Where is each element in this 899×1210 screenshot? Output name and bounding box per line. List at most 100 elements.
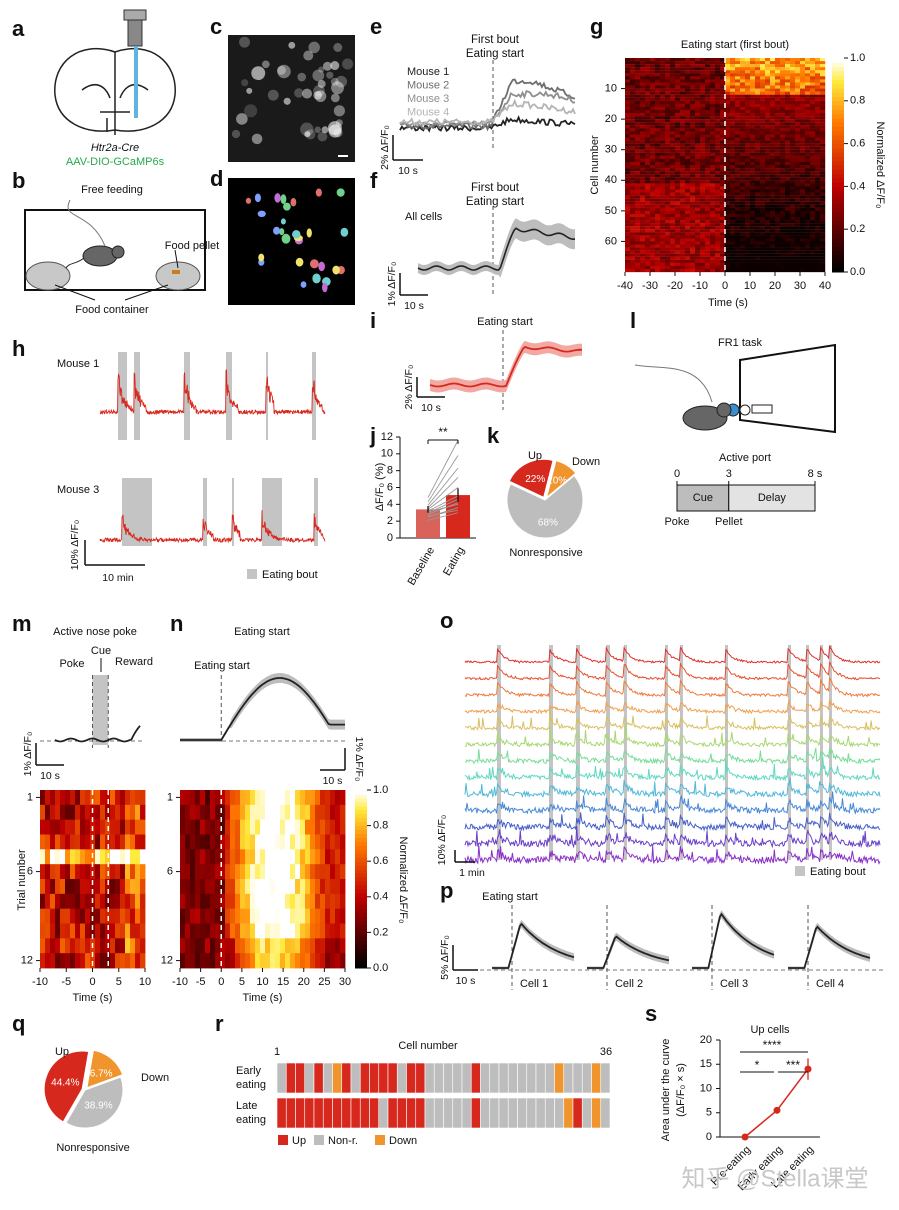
heatmap-cell	[745, 229, 751, 233]
heatmap-cell	[330, 834, 336, 850]
panel-letter: e	[370, 14, 382, 39]
heatmap-cell	[750, 91, 756, 95]
heatmap-cell	[730, 155, 736, 160]
heatmap-cell	[800, 262, 806, 267]
heatmap-cell	[45, 790, 51, 806]
heatmap-cell	[730, 268, 736, 273]
heatmap-cell	[225, 819, 231, 835]
heatmap-cell	[200, 864, 206, 880]
heatmap-cell	[705, 247, 711, 251]
heatmap-cell	[55, 938, 61, 954]
heatmap-cell	[95, 923, 101, 939]
heatmap-cell	[660, 122, 666, 126]
legend-label: Mouse 4	[407, 106, 449, 118]
heatmap-cell	[705, 88, 711, 92]
heatmap-cell	[770, 232, 776, 236]
heatmap-cell	[90, 953, 96, 969]
heatmap-cell	[320, 923, 326, 939]
label: Eating start	[234, 626, 290, 638]
heatmap-cell	[120, 938, 126, 954]
heatmap-cell	[745, 165, 751, 169]
heatmap-cell	[785, 58, 791, 62]
heatmap-cell	[685, 171, 691, 175]
heatmap-cell	[745, 177, 751, 181]
heatmap-cell	[255, 790, 261, 806]
heatmap-cell	[625, 226, 631, 230]
heatmap-cell	[140, 893, 146, 910]
heatmap-cell	[685, 106, 691, 111]
heatmap-cell	[700, 238, 706, 242]
heatmap-cell	[720, 128, 726, 132]
heatmap-cell	[715, 64, 721, 68]
heatmap-cell	[790, 146, 796, 150]
heatmap-cell	[780, 244, 786, 248]
heatmap-cell	[750, 244, 756, 248]
heatmap-cell	[805, 198, 811, 202]
heatmap-cell	[665, 165, 671, 169]
colorbar-cell	[832, 220, 844, 226]
heatmap-cell	[660, 119, 666, 123]
label: Reward	[115, 656, 153, 668]
heatmap-cell	[735, 250, 741, 254]
heatmap-cell	[675, 235, 681, 239]
heatmap-cell	[805, 79, 811, 83]
heatmap-cell	[715, 73, 721, 77]
heatmap-cell	[810, 137, 816, 141]
heatmap-cell	[270, 879, 276, 895]
imaged-cell	[277, 64, 291, 79]
heatmap-cell	[140, 804, 146, 821]
heatmap-cell	[665, 140, 671, 144]
heatmap-cell	[675, 155, 681, 160]
heatmap-cell	[775, 131, 781, 135]
heatmap-cell	[295, 864, 301, 880]
heatmap-cell	[710, 213, 716, 218]
heatmap-cell	[735, 244, 741, 248]
heatmap-cell	[775, 109, 781, 114]
label: Time (s)	[73, 992, 113, 1004]
heatmap-cell	[735, 85, 741, 89]
heatmap-cell	[645, 220, 651, 224]
heatmap-cell	[675, 122, 681, 126]
heatmap-cell	[765, 155, 771, 160]
heatmap-cell	[745, 198, 751, 202]
label: Area under the curve	[660, 1039, 672, 1142]
heatmap-cell	[220, 849, 226, 865]
heatmap-cell	[760, 253, 766, 257]
heatmap-cell	[745, 189, 751, 193]
heatmap-cell	[690, 116, 696, 120]
heatmap-cell	[760, 158, 766, 163]
heatmap-cell	[700, 106, 706, 111]
heatmap-cell	[645, 103, 651, 108]
heatmap-cell	[635, 259, 641, 263]
heatmap-cell	[700, 244, 706, 248]
heatmap-cell	[710, 250, 716, 254]
heatmap-cell	[630, 195, 636, 199]
heatmap-cell	[630, 229, 636, 233]
heatmap-cell	[705, 259, 711, 263]
heatmap-cell	[670, 143, 676, 147]
label: Poke	[664, 516, 689, 528]
panel-letter: k	[487, 423, 500, 448]
heatmap-cell	[725, 235, 731, 239]
heatmap-cell	[780, 262, 786, 267]
heatmap-cell	[665, 97, 671, 101]
heatmap-cell	[790, 183, 796, 187]
heatmap-cell	[650, 149, 656, 153]
heatmap-cell	[755, 207, 761, 211]
y-tick-label: 6	[387, 481, 393, 493]
heatmap-cell	[715, 100, 721, 104]
heatmap-cell	[640, 216, 646, 221]
heatmap-cell	[775, 97, 781, 101]
cell-class	[332, 1097, 343, 1129]
heatmap-cell	[120, 804, 126, 821]
heatmap-cell	[655, 216, 661, 221]
heatmap-cell	[790, 201, 796, 205]
heatmap-cell	[750, 67, 756, 71]
heatmap-cell	[740, 177, 746, 181]
heatmap-cell	[220, 790, 226, 806]
heatmap-cell	[760, 103, 766, 108]
x-tick-label: 15	[277, 976, 289, 988]
heatmap-cell	[795, 73, 801, 77]
heatmap-cell	[735, 119, 741, 123]
heatmap-cell	[700, 146, 706, 150]
